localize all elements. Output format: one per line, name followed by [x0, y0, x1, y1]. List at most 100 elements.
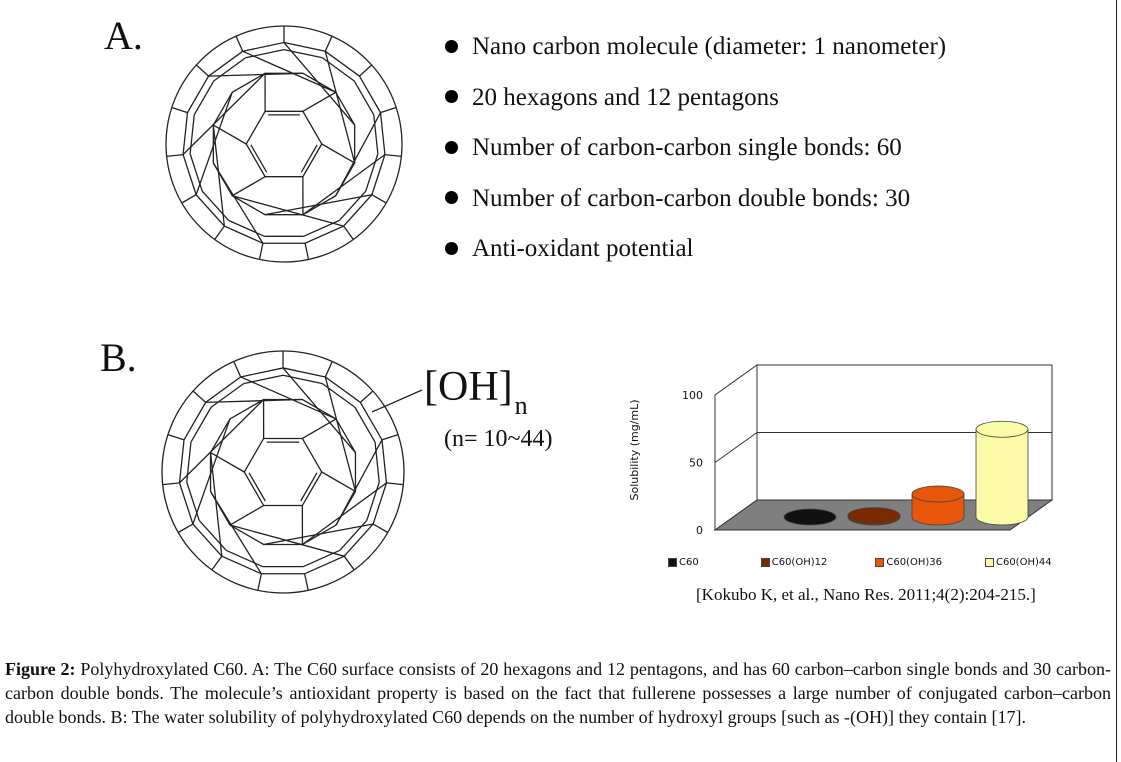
caption-lead: Figure 2: [5, 659, 76, 679]
cage-bond [371, 194, 387, 204]
bullet-icon [445, 39, 458, 53]
cylinder-body [975, 428, 1029, 526]
middle-ring [209, 398, 357, 546]
legend-entry: C60 [668, 557, 699, 568]
cage-bond [384, 153, 402, 157]
cage-bond [358, 64, 373, 77]
cage-bond [258, 243, 264, 260]
cylinder-top [975, 420, 1029, 438]
fullerene-structure [165, 25, 403, 263]
double-bond [302, 549, 341, 568]
legend-swatch [984, 558, 994, 567]
cage-bond [229, 524, 345, 557]
bullet-icon [445, 241, 458, 255]
bar-c60-oh-36 [911, 485, 965, 526]
cage-bond [229, 504, 264, 526]
cage-bond [303, 573, 309, 591]
cage-bond [321, 471, 356, 492]
cage-bond [242, 50, 336, 93]
double-bond [283, 48, 323, 59]
solubility-chart: 0 50 100 Solubility (mg/mL) [628, 364, 1054, 537]
cage-bond [386, 482, 404, 486]
cage-bond [214, 225, 225, 240]
cylinder-body [911, 493, 965, 526]
property-item: Number of carbon-carbon single bonds: 60 [445, 131, 946, 182]
cylinder-top [783, 508, 837, 526]
fullerene-structure [161, 350, 405, 594]
cage-bond [343, 555, 355, 571]
double-bond [186, 481, 200, 521]
double-bond [198, 519, 227, 551]
chart-gridline [714, 432, 1052, 463]
cage-bond [171, 106, 188, 114]
cage-bond [321, 143, 355, 164]
y-tick-label: 50 [689, 457, 703, 470]
double-bond [210, 383, 245, 408]
cage-bond [233, 361, 242, 378]
double-bond [339, 519, 368, 551]
double-bond [193, 80, 215, 116]
cage-bond [324, 376, 357, 492]
cage-bond [263, 523, 374, 546]
legend-entry: C60(OH)12 [760, 557, 827, 568]
double-bond [300, 144, 318, 173]
bar-c60-oh-44 [975, 420, 1029, 526]
cage-bond [302, 418, 337, 440]
cage-bond [179, 399, 265, 484]
outer-ring [178, 367, 388, 575]
cage-bond [324, 361, 333, 378]
cage-bond [208, 72, 303, 77]
cage-bond [302, 91, 337, 112]
chart-legend: C60 C60(OH)12 C60(OH)36 C60(OH)44 [668, 557, 1052, 568]
figure-caption: Figure 2: Polyhydroxylated C60. A: The C… [5, 657, 1111, 729]
cage-bond [335, 112, 382, 197]
cage-bond [335, 439, 383, 526]
cage-bond [235, 35, 244, 52]
double-bond [213, 57, 246, 82]
caption-text: Polyhydroxylated C60. A: The C60 surface… [5, 659, 1112, 727]
legend-swatch [668, 558, 677, 567]
legend-label: C60(OH)36 [886, 557, 942, 568]
panel-b-label: B. [100, 335, 137, 380]
right-border-line [1116, 0, 1117, 762]
property-item: Nano carbon molecule (diameter: 1 nanome… [445, 30, 946, 81]
cage-bond [264, 194, 373, 216]
double-bond [365, 153, 379, 192]
cage-bond [381, 433, 399, 441]
cage-bond [210, 452, 245, 473]
cage-bond [282, 367, 356, 454]
double-bond [186, 442, 192, 483]
cage-bond [181, 194, 197, 204]
double-bond [374, 442, 380, 483]
double-bond [243, 374, 284, 385]
cage-bond [162, 482, 180, 486]
cage-bond [213, 124, 247, 145]
bullet-icon [445, 191, 458, 205]
double-bond [248, 472, 266, 502]
cage-bond [240, 376, 337, 420]
cylinder-top [847, 507, 901, 525]
double-bond [322, 57, 355, 82]
double-bond [338, 190, 367, 221]
double-bond [190, 406, 212, 443]
cage-bond [257, 573, 263, 591]
outer-cage-outline [165, 25, 403, 263]
cage-bond [231, 176, 266, 197]
y-tick-label: 100 [682, 389, 703, 402]
cage-bond [324, 51, 356, 164]
middle-ring [212, 72, 356, 216]
outer-ring [182, 41, 386, 244]
legend-label: C60(OH)44 [995, 557, 1052, 568]
central-hexagon [243, 437, 323, 507]
cage-bond [232, 195, 344, 227]
y-axis-label: Solubility (mg/mL) [628, 399, 641, 500]
citation: [Kokubo K, et al., Nano Res. 2011;4(2):2… [696, 585, 1036, 604]
property-item: Anti-oxidant potential [445, 232, 946, 283]
cage-bond [359, 390, 374, 403]
cage-bond [211, 555, 223, 571]
double-bond [300, 472, 318, 502]
legend-swatch [875, 558, 885, 567]
double-bond [303, 219, 340, 237]
legend-label: C60 [679, 557, 699, 568]
double-bond [225, 549, 264, 568]
